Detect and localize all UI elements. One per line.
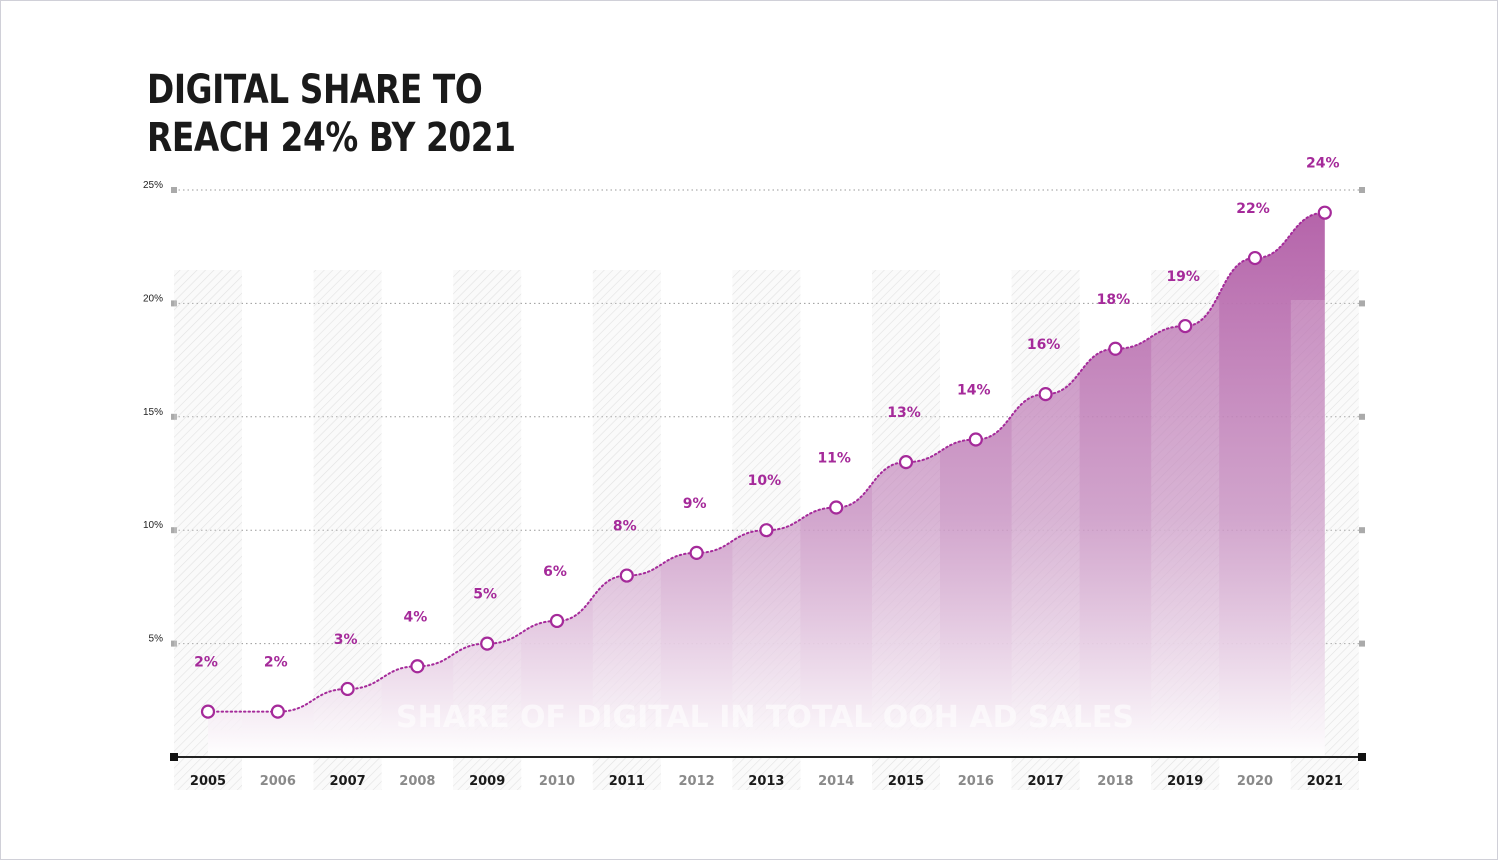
data-point — [689, 545, 704, 560]
data-point — [1317, 205, 1332, 220]
data-labels: 2% 2% 3% 4% 5% 6% 8% 9% 10% 11% 13% 14% 16% 18% 19% 22%… — [194, 156, 1339, 671]
data-point — [410, 659, 425, 674]
tick-marker-right — [1359, 300, 1365, 307]
y-tick-label: 20% — [143, 293, 163, 304]
column-stripe-overlay — [174, 300, 242, 730]
tick-marker-left — [171, 187, 177, 193]
series-line-path — [207, 211, 1326, 713]
x-tick-label: 2020 — [1237, 774, 1273, 789]
data-points — [200, 205, 1332, 719]
data-point — [1178, 318, 1193, 334]
data-label: 2% — [264, 655, 288, 671]
y-tick-label: 10% — [143, 520, 163, 531]
x-label-stripe — [732, 762, 801, 790]
x-tick-label: 2013 — [748, 774, 784, 789]
data-label: 2% — [194, 655, 218, 671]
series-line — [207, 211, 1326, 713]
tick-marker-right — [1359, 187, 1365, 193]
data-point — [1038, 387, 1053, 402]
x-tick-label: 2007 — [330, 774, 366, 789]
x-tick-label: 2015 — [888, 774, 924, 789]
x-axis-end-left — [170, 753, 178, 761]
column-stripe-overlay — [313, 300, 382, 730]
x-label-stripe — [1151, 762, 1220, 790]
data-point — [340, 681, 355, 697]
x-tick-label: 2016 — [958, 774, 994, 789]
x-label-stripe — [592, 762, 661, 790]
data-label: 3% — [334, 632, 358, 648]
y-tick-label: 5% — [149, 634, 164, 645]
data-point — [968, 432, 983, 447]
column-stripe-overlay — [453, 300, 522, 730]
tick-marker-right — [1359, 640, 1365, 647]
x-tick-label: 2008 — [399, 774, 435, 789]
x-axis-end-right — [1358, 753, 1366, 761]
x-label-stripe — [313, 762, 382, 790]
column-stripe-overlay — [1011, 300, 1080, 730]
data-point — [829, 500, 844, 515]
data-point — [759, 523, 774, 538]
data-point — [549, 613, 565, 629]
x-tick-label: 2012 — [679, 774, 715, 789]
y-tick-label: 15% — [143, 407, 163, 418]
x-tick-label: 2021 — [1307, 774, 1343, 789]
x-label-stripe — [453, 762, 522, 790]
data-label: 4% — [404, 609, 428, 625]
x-axis — [170, 753, 1366, 761]
x-tick-label: 2010 — [539, 774, 575, 789]
x-tick-label: 2017 — [1028, 774, 1064, 789]
x-tick-label: 2005 — [190, 774, 226, 789]
tick-marker-right — [1359, 527, 1365, 534]
data-label: 16% — [1027, 337, 1061, 353]
data-label: 9% — [683, 496, 707, 512]
data-point — [898, 455, 914, 470]
x-tick-label: 2009 — [469, 774, 505, 789]
data-label: 22% — [1236, 201, 1270, 217]
data-point — [619, 568, 634, 583]
x-tick-label: 2006 — [260, 774, 296, 789]
column-stripe-overlay — [1290, 300, 1359, 730]
x-label-stripe — [872, 762, 940, 790]
x-tick-label: 2019 — [1167, 774, 1203, 789]
series-annotation: SHARE OF DIGITAL IN TOTAL OOH AD SALES — [396, 700, 1134, 735]
x-tick-label: 2018 — [1097, 774, 1133, 789]
chart-title: DIGITAL SHARE TO REACH 24% BY 2021 — [147, 66, 516, 162]
y-tick-label: 25% — [143, 180, 163, 191]
x-label-stripe — [174, 762, 242, 790]
data-label: 13% — [887, 405, 921, 421]
data-label: 5% — [473, 587, 497, 603]
data-point — [200, 704, 216, 719]
column-stripe-overlay — [1151, 300, 1220, 730]
tick-marker-right — [1359, 413, 1365, 420]
data-point — [1108, 341, 1123, 356]
y-axis-labels: 5% 10% 15% 20% 25% — [143, 180, 163, 645]
column-stripe-overlay — [872, 300, 940, 730]
x-tick-label: 2011 — [609, 774, 645, 789]
data-label: 6% — [543, 564, 567, 580]
data-label: 10% — [748, 473, 782, 489]
data-label: 18% — [1097, 292, 1131, 308]
x-label-stripe — [1011, 762, 1080, 790]
data-point — [480, 636, 495, 651]
data-label: 11% — [817, 451, 851, 467]
chart-title-line-1: DIGITAL SHARE TO — [147, 67, 483, 113]
data-point — [270, 704, 285, 719]
x-axis-labels: 2005 2006 2007 2008 2009 2010 2011 2012 2013 2014… — [190, 774, 1343, 789]
chart-title-line-2: REACH 24% BY 2021 — [147, 115, 516, 161]
x-tick-label: 2014 — [818, 774, 854, 789]
data-label: 24% — [1306, 156, 1340, 172]
x-label-stripe — [1290, 762, 1359, 790]
data-label: 14% — [957, 382, 991, 398]
data-point — [1247, 250, 1263, 266]
data-label: 8% — [613, 519, 637, 535]
column-stripes-overlay — [174, 300, 1359, 730]
column-stripe-overlay — [592, 300, 661, 730]
data-label: 19% — [1166, 269, 1200, 285]
column-stripe-overlay — [732, 300, 801, 730]
